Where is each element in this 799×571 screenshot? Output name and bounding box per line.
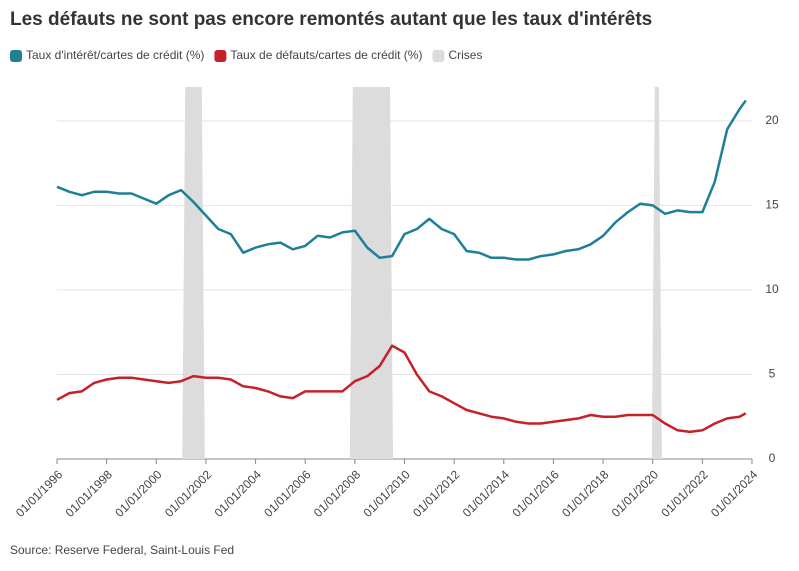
- y-tick-label: 10: [765, 282, 779, 296]
- x-tick-label: 01/01/2022: [658, 467, 711, 520]
- y-tick-label: 0: [769, 451, 776, 465]
- y-tick-label: 5: [769, 367, 776, 381]
- series-line: [56, 344, 747, 434]
- x-tick-label: 01/01/2014: [460, 467, 513, 520]
- x-tick-label: 01/01/2000: [112, 467, 165, 520]
- y-tick-label: 20: [765, 113, 779, 127]
- source: Source: Reserve Federal, Saint-Louis Fed: [10, 543, 234, 557]
- x-tick-label: 01/01/2018: [559, 467, 612, 520]
- x-tick-label: 01/01/2010: [360, 467, 413, 520]
- x-tick-label: 01/01/2006: [261, 467, 314, 520]
- x-tick-label: 01/01/2004: [212, 467, 265, 520]
- series-line: [56, 99, 747, 261]
- legend-label: Crises: [448, 48, 482, 62]
- chart-title: Les défauts ne sont pas encore remontés …: [10, 9, 652, 30]
- x-tick-label: 01/01/2008: [311, 467, 364, 520]
- legend-label: Taux d'intérêt/cartes de crédit (%): [26, 48, 204, 62]
- y-tick-label: 15: [765, 198, 779, 212]
- legend-label: Taux de défauts/cartes de crédit (%): [230, 48, 422, 62]
- x-tick-label: 01/01/2020: [609, 467, 662, 520]
- crisis-band: [349, 87, 394, 459]
- x-tick-label: 01/01/2012: [410, 467, 463, 520]
- legend-swatch: [214, 50, 227, 62]
- x-tick-label: 01/01/2002: [162, 467, 215, 520]
- x-tick-label: 01/01/1996: [13, 467, 66, 520]
- legend-swatch: [432, 50, 445, 62]
- x-tick-label: 01/01/2024: [708, 467, 761, 520]
- x-tick-label: 01/01/1998: [63, 467, 116, 520]
- x-tick-label: 01/01/2016: [509, 467, 562, 520]
- crisis-band: [182, 87, 205, 459]
- crisis-band: [651, 87, 662, 459]
- legend-swatch: [10, 50, 22, 62]
